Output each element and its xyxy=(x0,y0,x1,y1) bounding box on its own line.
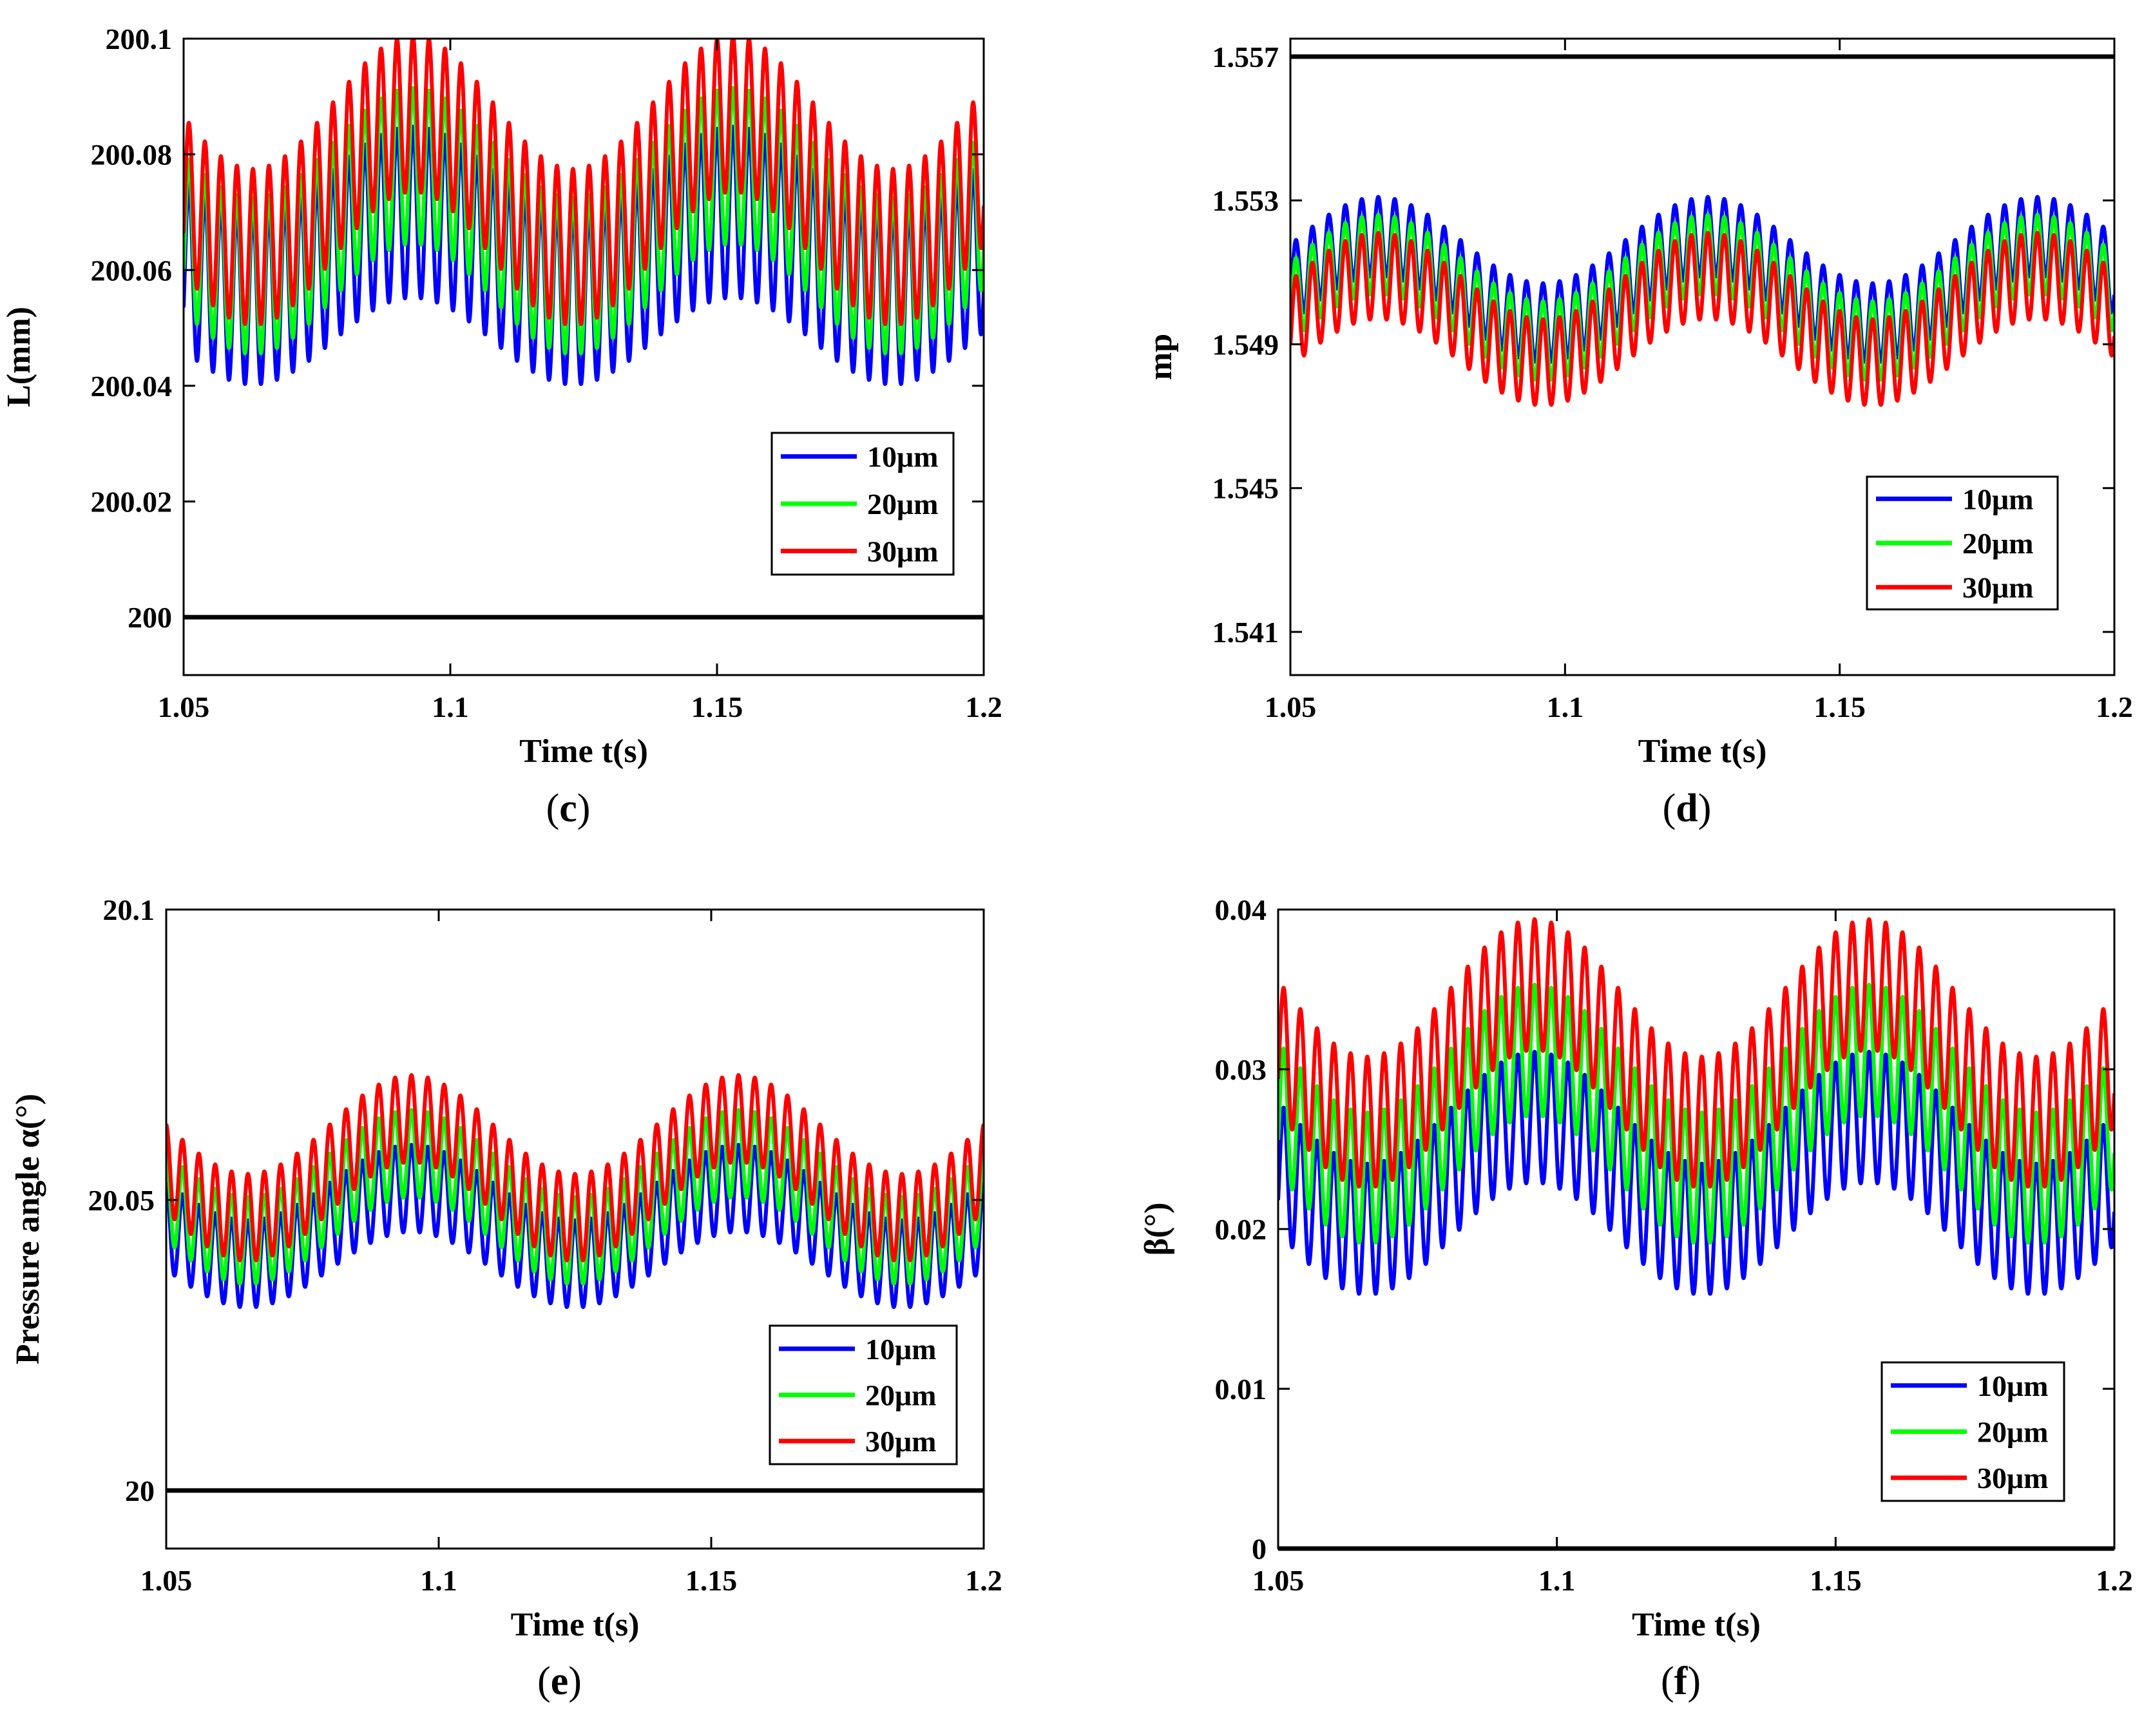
legend-label: 20μm xyxy=(1962,527,2033,560)
x-tick-label: 1.15 xyxy=(1810,1564,1862,1597)
y-tick-label: 0 xyxy=(1252,1532,1267,1565)
caption-letter: d xyxy=(1676,787,1698,830)
y-tick-label: 200.04 xyxy=(91,370,173,403)
y-tick-label: 20.1 xyxy=(103,893,155,926)
caption-close-paren: ) xyxy=(1687,1659,1701,1703)
x-tick-label: 1.2 xyxy=(2096,691,2133,723)
axes-frame xyxy=(165,908,985,1550)
chart-e: 1.05 1.1 1.15 1.2 20 20.05 20.1 Time t(s) Pressu… xyxy=(10,893,1002,1703)
chart-d: 1.05 1.1 1.15 1.2 1.541 1.545 1.549 1.553 1.557 T… xyxy=(1142,37,2133,830)
y-tick-label: 0.01 xyxy=(1215,1373,1267,1406)
y-tick-label: 200.06 xyxy=(91,254,173,287)
x-tick-label: 1.15 xyxy=(685,1564,738,1597)
legend: 10μm 20μm 30μm xyxy=(1866,475,2059,611)
caption-letter: c xyxy=(559,787,577,830)
x-tick-label: 1.05 xyxy=(158,691,210,723)
x-tick-label: 1.1 xyxy=(1538,1564,1576,1597)
x-axis-label: Time t(s) xyxy=(1632,1607,1761,1643)
y-tick-label: 200 xyxy=(128,601,172,634)
chart-c: 1.05 1.1 1.15 1.2 200 200.02 200.04 200.06 200.0… xyxy=(1,23,1002,830)
y-axis-label: β(°) xyxy=(1138,1203,1175,1256)
legend-label: 10μm xyxy=(1977,1369,2048,1402)
y-axis-label: L(mm) xyxy=(1,307,37,407)
x-tick-label: 1.05 xyxy=(1265,691,1317,723)
y-tick-label: 200.08 xyxy=(91,138,173,171)
series-group xyxy=(166,1073,984,1310)
series-line-30μm xyxy=(166,1073,984,1263)
y-tick-label: 1.545 xyxy=(1212,472,1279,505)
series-line-30μm xyxy=(1290,231,2114,407)
series-group xyxy=(1278,917,2114,1296)
legend-label: 20μm xyxy=(1977,1416,2048,1449)
x-tick-label: 1.1 xyxy=(432,691,469,723)
caption-close-paren: ) xyxy=(1698,787,1712,830)
legend-label: 20μm xyxy=(865,1379,936,1412)
y-tick-label: 1.557 xyxy=(1212,41,1279,73)
panel-caption: (e) xyxy=(537,1659,582,1703)
caption-letter: e xyxy=(551,1659,569,1703)
caption-close-paren: ) xyxy=(568,1659,582,1703)
x-tick-label: 1.05 xyxy=(140,1564,193,1597)
x-tick-label: 1.2 xyxy=(965,691,1002,723)
panel-caption: (d) xyxy=(1663,787,1712,830)
y-tick-label: 0.03 xyxy=(1215,1053,1267,1086)
series-line-10μm xyxy=(166,1143,984,1310)
series-line-30μm xyxy=(1278,917,2114,1189)
y-axis-label: Pressure angle α(°) xyxy=(10,1094,46,1365)
legend-label: 30μm xyxy=(865,1425,936,1458)
legend-label: 30μm xyxy=(867,535,938,568)
y-tick-label: 1.549 xyxy=(1212,328,1279,361)
legend-label: 20μm xyxy=(867,488,938,520)
legend-label: 10μm xyxy=(1962,482,2033,515)
x-tick-label: 1.15 xyxy=(691,691,743,723)
x-axis-label: Time t(s) xyxy=(519,733,648,770)
x-tick-label: 1.2 xyxy=(2096,1564,2133,1597)
caption-open-paren: ( xyxy=(1661,1659,1674,1703)
axes-frame xyxy=(182,37,985,676)
y-axis-label: mp xyxy=(1142,334,1179,380)
panel-caption: (f) xyxy=(1661,1659,1701,1703)
caption-open-paren: ( xyxy=(546,787,560,830)
legend-label: 30μm xyxy=(1977,1462,2048,1494)
series-line-30μm xyxy=(184,39,984,327)
y-tick-label: 1.541 xyxy=(1212,616,1279,649)
caption-letter: f xyxy=(1674,1659,1689,1703)
caption-close-paren: ) xyxy=(577,787,591,830)
legend-label: 10μm xyxy=(865,1333,936,1366)
legend: 10μm 20μm 30μm xyxy=(770,432,955,576)
series-line-20μm xyxy=(166,1108,984,1286)
x-tick-label: 1.1 xyxy=(420,1564,457,1597)
caption-open-paren: ( xyxy=(537,1659,551,1703)
x-tick-label: 1.1 xyxy=(1547,691,1584,723)
series-group xyxy=(184,39,984,386)
x-tick-label: 1.05 xyxy=(1252,1564,1305,1597)
panel-caption: (c) xyxy=(546,787,591,830)
y-tick-label: 200.1 xyxy=(106,23,173,55)
y-tick-label: 20.05 xyxy=(88,1184,155,1217)
legend-label: 30μm xyxy=(1962,571,2033,604)
x-tick-label: 1.15 xyxy=(1813,691,1866,723)
y-tick-label: 1.553 xyxy=(1212,184,1279,217)
series-line-10μm xyxy=(1278,1049,2114,1296)
y-tick-label: 0.02 xyxy=(1215,1213,1267,1246)
legend: 10μm 20μm 30μm xyxy=(769,1324,958,1465)
series-line-20μm xyxy=(1278,982,2114,1245)
x-axis-label: Time t(s) xyxy=(511,1607,640,1643)
y-tick-label: 200.02 xyxy=(91,486,173,519)
x-axis-label: Time t(s) xyxy=(1638,733,1767,770)
axes-frame xyxy=(1289,37,2116,676)
series-group xyxy=(1290,195,2114,407)
x-tick-label: 1.2 xyxy=(965,1564,1002,1597)
y-tick-label: 20 xyxy=(125,1474,155,1507)
caption-open-paren: ( xyxy=(1663,787,1676,830)
legend: 10μm 20μm 30μm xyxy=(1880,1361,2065,1502)
legend-label: 10μm xyxy=(867,441,938,473)
chart-f: 1.05 1.1 1.15 1.2 0 0.01 0.02 0.03 0.04 Time t(s)… xyxy=(1138,893,2133,1703)
y-tick-label: 0.04 xyxy=(1215,893,1267,926)
